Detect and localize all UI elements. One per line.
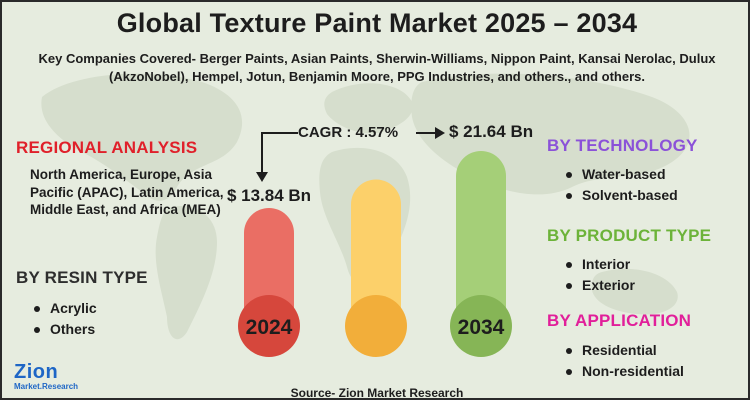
zion-logo: Zion Market.Research — [14, 362, 94, 398]
list-item: Solvent-based — [564, 185, 678, 206]
logo-word: Zion — [14, 361, 59, 383]
resin-type-list: Acrylic Others — [32, 298, 97, 340]
list-item: Water-based — [564, 164, 678, 185]
application-heading: BY APPLICATION — [547, 311, 692, 330]
regional-analysis-heading: REGIONAL ANALYSIS — [16, 138, 198, 157]
bar-circle-middle — [345, 295, 407, 357]
value-label-2024: $ 13.84 Bn — [227, 186, 311, 205]
bar-middle — [351, 179, 401, 326]
page-title: Global Texture Paint Market 2025 – 2034 — [116, 8, 638, 38]
bar-2024 — [244, 208, 294, 326]
bars-group: 2024 $ 13.84 Bn 2034 $ 21.64 Bn — [227, 122, 533, 357]
list-item: Non-residential — [564, 361, 684, 382]
list-item: Exterior — [564, 275, 635, 296]
source-note: Source- Zion Market Research — [290, 386, 464, 400]
value-label-2034: $ 21.64 Bn — [449, 122, 533, 141]
technology-heading: BY TECHNOLOGY — [547, 136, 698, 155]
bar-2034 — [456, 151, 506, 326]
cagr-label: CAGR : 4.57% — [298, 124, 398, 141]
list-item: Residential — [564, 340, 684, 361]
application-list: Residential Non-residential — [564, 340, 684, 382]
logo-sub: Market.Research — [14, 382, 79, 391]
bar-circle-2034 — [450, 295, 512, 357]
bar-circle-2024 — [238, 295, 300, 357]
regional-analysis-text: North America, Europe, Asia Pacific (APA… — [30, 167, 224, 217]
category-label-2034: 2034 — [458, 316, 505, 339]
resin-type-heading: BY RESIN TYPE — [16, 268, 148, 287]
product-type-list: Interior Exterior — [564, 254, 635, 296]
product-type-heading: BY PRODUCT TYPE — [547, 226, 712, 245]
arrow-right-head — [435, 127, 445, 139]
category-label-2024: 2024 — [246, 316, 293, 339]
technology-list: Water-based Solvent-based — [564, 164, 678, 206]
list-item: Acrylic — [32, 298, 97, 319]
list-item: Others — [32, 319, 97, 340]
arrow-down-head — [256, 172, 268, 182]
annotations-group: CAGR : 4.57% — [256, 124, 445, 182]
key-companies-text: Key Companies Covered- Berger Paints, As… — [38, 51, 716, 84]
list-item: Interior — [564, 254, 635, 275]
